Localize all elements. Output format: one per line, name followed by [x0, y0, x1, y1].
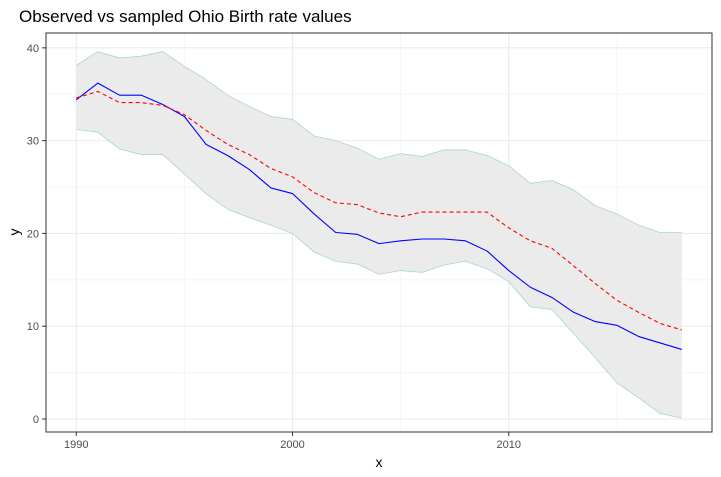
confidence-ribbon-layer	[76, 51, 682, 419]
y-tick-label: 20	[27, 228, 39, 240]
confidence-ribbon	[76, 51, 682, 419]
ribbon-lower-edge	[76, 129, 682, 419]
x-tick-label: 1990	[64, 439, 88, 451]
series-line-sampled	[76, 90, 682, 331]
y-tick-label: 0	[33, 414, 39, 426]
x-tick-label: 2000	[280, 439, 304, 451]
y-axis-ticks: 0 10 20 30 40	[27, 43, 46, 426]
y-axis-label: y	[6, 229, 22, 236]
x-tick-label: 2010	[496, 439, 520, 451]
x-axis-ticks: 1990 2000 2010	[64, 432, 521, 451]
chart-title: Observed vs sampled Ohio Birth rate valu…	[19, 7, 352, 26]
ribbon-upper-edge	[76, 51, 682, 233]
y-tick-label: 10	[27, 321, 39, 333]
y-tick-label: 30	[27, 136, 39, 148]
series-layer	[75, 82, 682, 350]
panel-border	[45, 32, 713, 433]
y-tick-label: 40	[27, 43, 39, 55]
x-axis-label: x	[376, 454, 383, 470]
series-line-observed	[75, 82, 682, 350]
